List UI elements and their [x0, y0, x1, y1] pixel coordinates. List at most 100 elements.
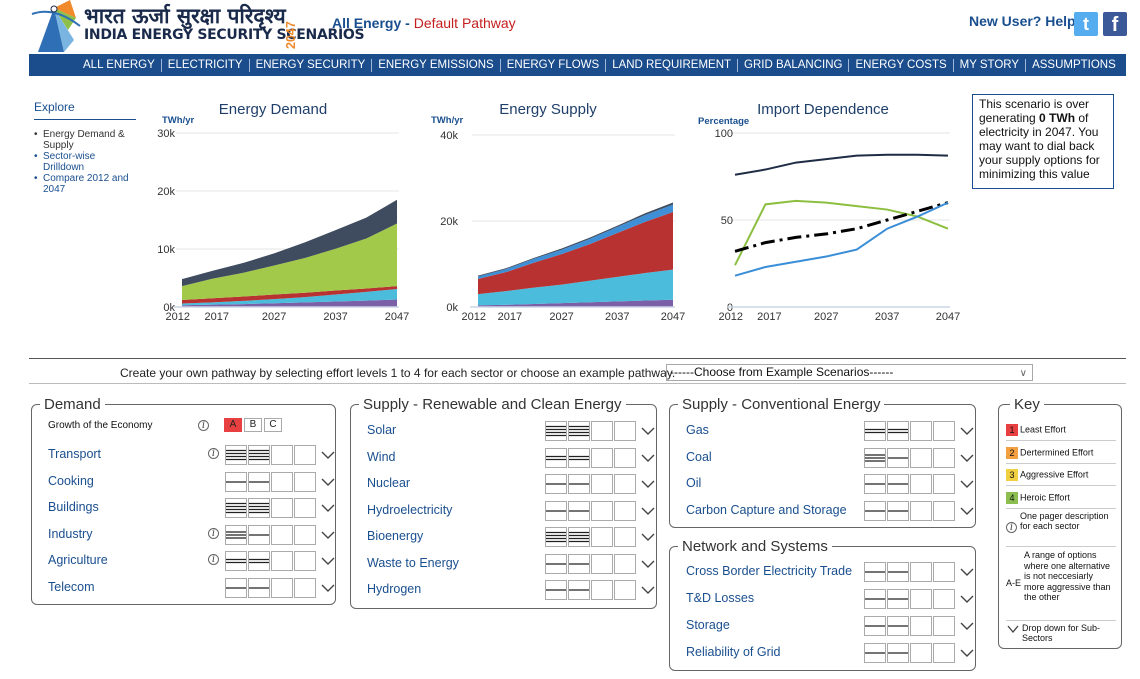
sector-label[interactable]: Wind	[367, 449, 396, 464]
effort-level-box[interactable]	[864, 616, 886, 636]
effort-level-box[interactable]	[294, 524, 316, 545]
effort-level-box[interactable]	[910, 616, 932, 636]
effort-level-box[interactable]	[591, 447, 613, 468]
chevron-down-icon[interactable]	[960, 567, 974, 577]
nav-item[interactable]: ENERGY COSTS	[848, 58, 952, 72]
sector-label[interactable]: Solar	[367, 423, 397, 437]
chevron-down-icon[interactable]	[641, 426, 655, 436]
effort-level-box[interactable]	[225, 471, 247, 492]
effort-level-box[interactable]	[887, 562, 909, 582]
effort-level-box[interactable]	[248, 551, 270, 571]
effort-level-box[interactable]	[248, 498, 270, 518]
nav-item[interactable]: LAND REQUIREMENT	[605, 58, 737, 72]
sector-label[interactable]: Buildings	[48, 500, 99, 514]
effort-level-box[interactable]	[910, 562, 932, 582]
effort-level-box[interactable]	[933, 474, 955, 494]
chevron-down-icon[interactable]	[960, 453, 974, 463]
sector-label[interactable]: Waste to Energy	[367, 555, 459, 570]
nav-item[interactable]: ENERGY SECURITY	[248, 58, 372, 72]
sector-label[interactable]: Oil	[686, 476, 702, 490]
effort-level-box[interactable]	[933, 500, 955, 521]
effort-level-box[interactable]	[568, 474, 590, 494]
effort-level-box[interactable]	[568, 527, 590, 547]
effort-level-box[interactable]	[271, 471, 293, 492]
chevron-down-icon[interactable]	[960, 648, 974, 658]
effort-level-box[interactable]	[225, 498, 247, 518]
effort-level-box[interactable]	[614, 421, 636, 441]
info-icon[interactable]: i	[208, 527, 219, 539]
effort-level-box[interactable]	[545, 447, 567, 468]
effort-level-box[interactable]	[271, 524, 293, 545]
chevron-down-icon[interactable]	[960, 506, 974, 516]
nav-item[interactable]: GRID BALANCING	[737, 58, 848, 72]
explore-item[interactable]: Sector-wise Drilldown	[34, 151, 136, 173]
nav-item[interactable]: ASSUMPTIONS	[1025, 58, 1122, 72]
chevron-down-icon[interactable]	[641, 506, 655, 516]
explore-item[interactable]: Energy Demand & Supply	[34, 129, 136, 151]
info-icon[interactable]: i	[208, 554, 219, 565]
sector-label[interactable]: Reliability of Grid	[686, 645, 781, 659]
effort-level-box[interactable]	[294, 551, 316, 571]
sector-label[interactable]: Agriculture	[48, 553, 108, 567]
effort-level-box[interactable]	[910, 421, 932, 441]
info-icon[interactable]: i	[198, 420, 209, 431]
effort-level-box[interactable]	[591, 553, 613, 574]
effort-level-box[interactable]	[225, 577, 247, 598]
effort-level-box[interactable]	[294, 577, 316, 598]
effort-level-box[interactable]	[591, 421, 613, 441]
effort-level-box[interactable]	[910, 474, 932, 494]
effort-level-box[interactable]	[614, 527, 636, 547]
sector-label[interactable]: Cooking	[48, 473, 94, 488]
example-scenarios-select[interactable]: ------Choose from Example Scenarios-----…	[666, 364, 1033, 381]
effort-level-box[interactable]	[933, 562, 955, 582]
sector-label[interactable]: Storage	[686, 618, 730, 632]
effort-level-box[interactable]	[591, 527, 613, 547]
effort-level-box[interactable]	[864, 447, 886, 468]
effort-level-box[interactable]	[864, 500, 886, 521]
effort-level-box[interactable]	[294, 471, 316, 492]
effort-level-box[interactable]	[294, 445, 316, 465]
chevron-down-icon[interactable]	[641, 479, 655, 489]
chevron-down-icon[interactable]	[321, 556, 335, 566]
sector-label[interactable]: Transport	[48, 447, 102, 461]
chevron-down-icon[interactable]	[321, 583, 335, 593]
effort-level-box[interactable]	[591, 500, 613, 521]
effort-level-box[interactable]	[248, 577, 270, 598]
effort-level-box[interactable]	[614, 500, 636, 521]
sector-label[interactable]: Gas	[686, 423, 709, 437]
effort-level-box[interactable]	[864, 474, 886, 494]
effort-level-box[interactable]	[933, 589, 955, 609]
nav-item[interactable]: MY STORY	[952, 58, 1025, 72]
effort-level-box[interactable]	[545, 553, 567, 574]
effort-level-box[interactable]	[568, 580, 590, 600]
effort-level-box[interactable]	[568, 421, 590, 441]
growth-option[interactable]: A	[224, 418, 242, 432]
effort-level-box[interactable]	[887, 447, 909, 468]
chevron-down-icon[interactable]	[321, 477, 335, 487]
effort-level-box[interactable]	[591, 474, 613, 494]
effort-level-box[interactable]	[910, 500, 932, 521]
chevron-down-icon[interactable]	[321, 503, 335, 513]
effort-level-box[interactable]	[887, 474, 909, 494]
chevron-down-icon[interactable]	[641, 453, 655, 463]
nav-item[interactable]: ENERGY FLOWS	[499, 58, 605, 72]
chevron-down-icon[interactable]	[960, 594, 974, 604]
effort-level-box[interactable]	[271, 551, 293, 571]
effort-level-box[interactable]	[568, 553, 590, 574]
sector-label[interactable]: Telecom	[48, 579, 95, 594]
effort-level-box[interactable]	[545, 421, 567, 441]
chevron-down-icon[interactable]	[321, 450, 335, 460]
chevron-down-icon[interactable]	[960, 426, 974, 436]
effort-level-box[interactable]	[933, 643, 955, 663]
effort-level-box[interactable]	[887, 421, 909, 441]
effort-level-box[interactable]	[271, 498, 293, 518]
effort-level-box[interactable]	[887, 616, 909, 636]
effort-level-box[interactable]	[248, 471, 270, 492]
effort-level-box[interactable]	[225, 551, 247, 571]
effort-level-box[interactable]	[248, 524, 270, 545]
effort-level-box[interactable]	[248, 445, 270, 465]
sector-label[interactable]: Bioenergy	[367, 529, 424, 543]
facebook-icon[interactable]: f	[1103, 12, 1127, 36]
growth-option[interactable]: B	[244, 418, 262, 432]
effort-level-box[interactable]	[225, 445, 247, 465]
